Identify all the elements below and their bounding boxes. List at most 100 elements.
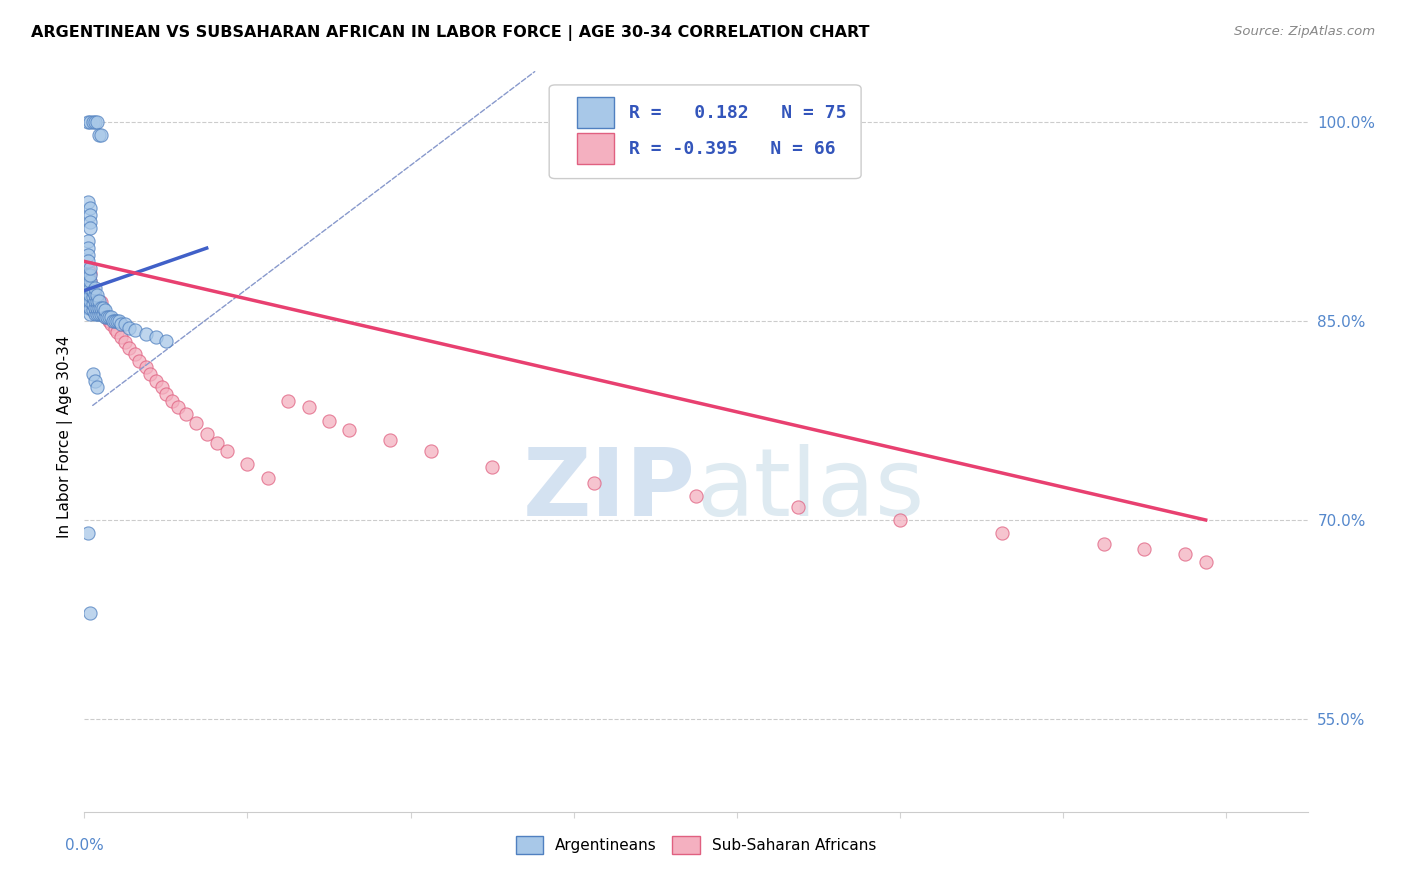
Point xyxy=(277,393,299,408)
Point xyxy=(77,287,100,301)
Point xyxy=(105,314,128,328)
Point xyxy=(91,307,114,321)
Point xyxy=(186,416,208,430)
Point xyxy=(82,298,104,312)
Point xyxy=(77,281,100,295)
Point xyxy=(77,260,100,275)
Point xyxy=(93,310,115,324)
Point xyxy=(90,303,112,318)
Point xyxy=(77,268,100,282)
Point xyxy=(97,314,120,328)
Point xyxy=(1092,537,1115,551)
Point xyxy=(83,287,105,301)
Point xyxy=(87,301,110,315)
Point xyxy=(87,294,110,309)
Text: R = -0.395   N = 66: R = -0.395 N = 66 xyxy=(628,140,835,158)
Point xyxy=(79,266,101,280)
Point xyxy=(86,301,108,315)
Point xyxy=(100,310,122,324)
Point xyxy=(145,330,167,344)
Point xyxy=(1174,548,1197,562)
Point xyxy=(82,115,104,129)
Point xyxy=(160,393,183,408)
Point xyxy=(77,274,100,288)
Point xyxy=(79,301,101,315)
Point xyxy=(91,306,114,320)
Point xyxy=(96,310,118,324)
Point xyxy=(75,268,97,282)
Point xyxy=(79,260,101,275)
Point xyxy=(155,387,177,401)
Point xyxy=(96,311,118,326)
Point xyxy=(105,325,128,339)
Point xyxy=(79,606,101,620)
Point xyxy=(583,475,606,490)
Point xyxy=(318,413,340,427)
Point xyxy=(236,457,259,471)
Point xyxy=(83,281,105,295)
Point xyxy=(90,128,112,143)
Point xyxy=(77,281,100,295)
Text: atlas: atlas xyxy=(696,443,924,535)
Point xyxy=(90,295,112,310)
Point xyxy=(79,290,101,304)
Point xyxy=(79,294,101,309)
Point xyxy=(75,287,97,301)
Point xyxy=(87,128,110,143)
Point xyxy=(991,526,1014,541)
Point xyxy=(108,314,131,328)
Point xyxy=(86,294,108,309)
Point xyxy=(79,298,101,312)
Point xyxy=(83,301,105,315)
Point xyxy=(110,330,132,344)
Point xyxy=(77,294,100,309)
Point xyxy=(195,426,218,441)
Point xyxy=(75,281,97,295)
Point xyxy=(77,526,100,541)
Point xyxy=(298,401,321,415)
Point xyxy=(77,194,100,209)
Point xyxy=(75,274,97,288)
Point xyxy=(135,327,157,342)
Point xyxy=(79,208,101,222)
Text: ZIP: ZIP xyxy=(523,443,696,535)
Point xyxy=(420,444,443,458)
Point xyxy=(77,235,100,249)
Point xyxy=(155,334,177,348)
Point xyxy=(83,290,105,304)
Point xyxy=(100,317,122,331)
Point xyxy=(82,284,104,298)
Point xyxy=(79,115,101,129)
Point xyxy=(86,293,108,307)
Point xyxy=(86,380,108,394)
FancyBboxPatch shape xyxy=(550,85,860,178)
FancyBboxPatch shape xyxy=(578,133,614,164)
Point xyxy=(104,322,127,336)
Point xyxy=(339,423,361,437)
Point xyxy=(79,221,101,235)
Point xyxy=(150,380,173,394)
Legend: Argentineans, Sub-Saharan Africans: Argentineans, Sub-Saharan Africans xyxy=(509,830,883,860)
Point xyxy=(82,303,104,318)
Point xyxy=(87,301,110,315)
Point xyxy=(1133,542,1156,557)
Point xyxy=(82,367,104,381)
Point xyxy=(167,401,190,415)
Point xyxy=(83,374,105,388)
Point xyxy=(82,282,104,296)
Point xyxy=(124,323,146,337)
Point xyxy=(217,444,239,458)
Point xyxy=(124,347,146,361)
Point xyxy=(77,287,100,301)
Point xyxy=(118,341,141,355)
Text: ARGENTINEAN VS SUBSAHARAN AFRICAN IN LABOR FORCE | AGE 30-34 CORRELATION CHART: ARGENTINEAN VS SUBSAHARAN AFRICAN IN LAB… xyxy=(31,25,869,41)
Point xyxy=(77,241,100,255)
Point xyxy=(77,115,100,129)
Point xyxy=(79,282,101,296)
Point xyxy=(93,303,115,318)
Point xyxy=(82,290,104,304)
Text: R =   0.182   N = 75: R = 0.182 N = 75 xyxy=(628,103,846,121)
Point xyxy=(79,274,101,288)
Point xyxy=(86,115,108,129)
Point xyxy=(77,294,100,309)
